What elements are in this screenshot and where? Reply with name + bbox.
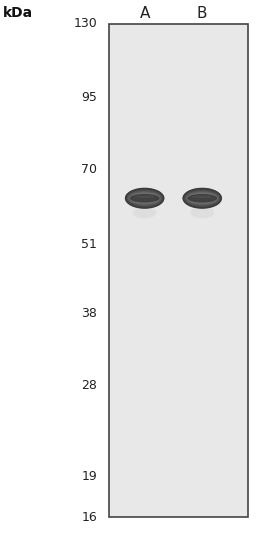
- Ellipse shape: [128, 191, 162, 206]
- Ellipse shape: [184, 189, 221, 207]
- Text: 95: 95: [81, 91, 97, 104]
- Ellipse shape: [183, 188, 222, 208]
- Text: 130: 130: [73, 18, 97, 30]
- Ellipse shape: [192, 196, 212, 198]
- Ellipse shape: [187, 193, 217, 204]
- Ellipse shape: [191, 197, 214, 200]
- Ellipse shape: [131, 195, 158, 202]
- Ellipse shape: [186, 191, 218, 205]
- Ellipse shape: [185, 190, 220, 206]
- Ellipse shape: [132, 196, 157, 201]
- Ellipse shape: [191, 197, 214, 200]
- Text: 70: 70: [81, 163, 97, 176]
- Ellipse shape: [128, 191, 161, 205]
- Ellipse shape: [134, 197, 156, 199]
- Ellipse shape: [192, 198, 213, 199]
- Ellipse shape: [189, 195, 216, 202]
- Ellipse shape: [185, 190, 219, 206]
- Ellipse shape: [125, 188, 164, 208]
- Ellipse shape: [186, 192, 218, 205]
- Ellipse shape: [189, 195, 216, 202]
- Ellipse shape: [129, 192, 160, 204]
- Ellipse shape: [130, 192, 160, 204]
- Text: B: B: [197, 6, 208, 21]
- Ellipse shape: [132, 196, 157, 201]
- Ellipse shape: [130, 193, 159, 204]
- Ellipse shape: [188, 193, 217, 203]
- Text: 51: 51: [81, 238, 97, 251]
- Ellipse shape: [129, 192, 161, 205]
- Ellipse shape: [190, 196, 215, 201]
- Ellipse shape: [130, 193, 159, 203]
- Ellipse shape: [188, 193, 217, 203]
- Ellipse shape: [133, 197, 156, 200]
- Text: 38: 38: [81, 307, 97, 320]
- Text: 28: 28: [81, 379, 97, 392]
- Ellipse shape: [132, 195, 157, 201]
- Ellipse shape: [133, 207, 156, 219]
- Ellipse shape: [125, 188, 164, 208]
- Ellipse shape: [135, 196, 155, 198]
- Ellipse shape: [190, 207, 214, 219]
- Ellipse shape: [125, 188, 164, 209]
- Ellipse shape: [188, 194, 216, 203]
- Ellipse shape: [186, 191, 219, 205]
- Ellipse shape: [184, 190, 220, 207]
- Ellipse shape: [183, 188, 221, 208]
- Ellipse shape: [126, 189, 163, 207]
- Ellipse shape: [133, 196, 156, 200]
- Ellipse shape: [133, 197, 156, 200]
- Text: kDa: kDa: [3, 6, 33, 20]
- Ellipse shape: [134, 198, 155, 199]
- Ellipse shape: [189, 195, 215, 201]
- Ellipse shape: [190, 196, 215, 201]
- Ellipse shape: [187, 192, 217, 204]
- Ellipse shape: [127, 190, 162, 206]
- Ellipse shape: [129, 191, 161, 205]
- Ellipse shape: [127, 190, 162, 206]
- Ellipse shape: [183, 189, 221, 208]
- Bar: [109, 24, 248, 517]
- Ellipse shape: [182, 188, 222, 209]
- Ellipse shape: [131, 195, 158, 202]
- Ellipse shape: [130, 194, 159, 203]
- Text: A: A: [140, 6, 150, 21]
- Ellipse shape: [131, 194, 158, 203]
- Ellipse shape: [191, 197, 213, 199]
- Ellipse shape: [127, 190, 163, 207]
- Ellipse shape: [187, 192, 218, 204]
- Text: 16: 16: [81, 511, 97, 523]
- Ellipse shape: [185, 191, 219, 206]
- Ellipse shape: [187, 194, 217, 203]
- Ellipse shape: [184, 189, 220, 207]
- Text: 19: 19: [81, 470, 97, 483]
- Ellipse shape: [190, 196, 214, 200]
- Ellipse shape: [126, 189, 164, 208]
- Ellipse shape: [130, 193, 159, 203]
- Ellipse shape: [126, 189, 163, 207]
